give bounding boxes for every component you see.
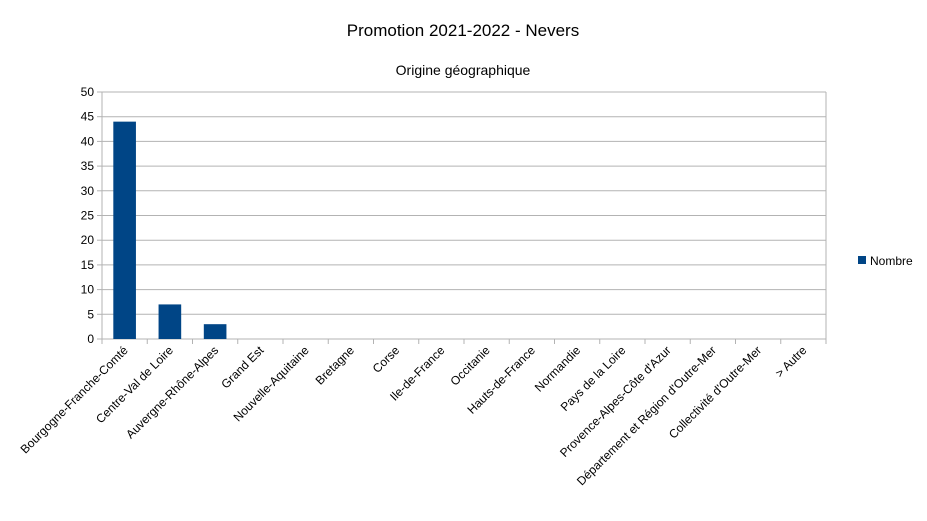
x-category-label: Collectivité d'Outre-Mer	[666, 343, 764, 441]
axes	[101, 92, 827, 344]
y-tick-label: 20	[81, 233, 95, 247]
y-tick-label: 5	[87, 307, 94, 321]
y-tick-label: 10	[81, 283, 95, 297]
x-category-label: Occitanie	[447, 343, 493, 389]
x-category-label: Bretagne	[313, 343, 358, 388]
bar	[113, 121, 136, 339]
y-tick-label: 0	[87, 332, 94, 346]
y-tick-label: 45	[81, 110, 95, 124]
x-category-label: Auvergne-Rhône-Alpes	[123, 343, 221, 441]
legend-label-nombre: Nombre	[870, 254, 913, 268]
bar	[158, 304, 182, 339]
grid	[102, 91, 826, 340]
chart-title: Promotion 2021-2022 - Nevers	[347, 21, 579, 40]
legend-swatch-nombre	[858, 256, 866, 264]
y-tick-label: 30	[81, 184, 95, 198]
x-category-label: Centre-Val de Loire	[93, 343, 176, 426]
chart-subtitle: Origine géographique	[396, 62, 531, 78]
legend: Nombre	[858, 254, 913, 268]
x-category-label: Nouvelle-Aquitaine	[231, 343, 312, 424]
y-tick-label: 35	[81, 159, 95, 173]
y-axis-ticks: 0 5 10 15 20 25 30 35 40 45 50	[81, 85, 102, 346]
y-tick-label: 15	[81, 258, 95, 272]
x-category-label: > Autre	[772, 343, 809, 380]
y-tick-label: 40	[81, 134, 95, 148]
bar	[203, 324, 227, 339]
y-tick-label: 25	[81, 209, 95, 223]
bars	[113, 121, 227, 339]
x-category-label: Corse	[370, 343, 403, 376]
y-tick-label: 50	[81, 85, 95, 99]
